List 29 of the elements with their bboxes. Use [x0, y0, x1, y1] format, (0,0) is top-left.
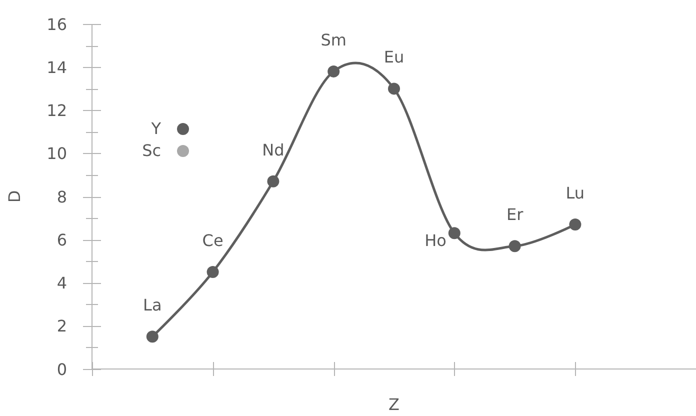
data-label: Ho [424, 231, 446, 250]
y-tick-label: 2 [56, 316, 67, 336]
point [388, 82, 400, 95]
y-axis-title: D [4, 190, 24, 203]
point [328, 65, 340, 78]
data-label: Er [506, 205, 524, 224]
y-tick-label: 8 [56, 187, 67, 206]
data-label: Sm [320, 30, 346, 50]
legend-label: Sc [142, 140, 162, 162]
data-label: Nd [262, 140, 284, 160]
point [267, 175, 280, 188]
point [206, 266, 219, 278]
y-tick-label: 6 [56, 230, 67, 250]
y-tick-label: 10 [46, 144, 67, 164]
point [508, 240, 521, 252]
legend-label: Y [150, 118, 162, 140]
point [448, 227, 460, 240]
data-label: Ce [202, 230, 224, 250]
point [569, 218, 582, 231]
y-tick-label: 0 [56, 360, 67, 379]
data-label: Lu [566, 184, 585, 203]
y-tick-label: 16 [46, 14, 67, 34]
y-tick-label: 12 [46, 101, 67, 120]
x-axis-title: Z [388, 395, 400, 414]
data-label: Eu [384, 48, 404, 67]
y-tick-label: 14 [46, 58, 67, 77]
y-tick-label: 4 [56, 274, 67, 293]
point [146, 330, 158, 343]
data-label: La [143, 296, 162, 315]
